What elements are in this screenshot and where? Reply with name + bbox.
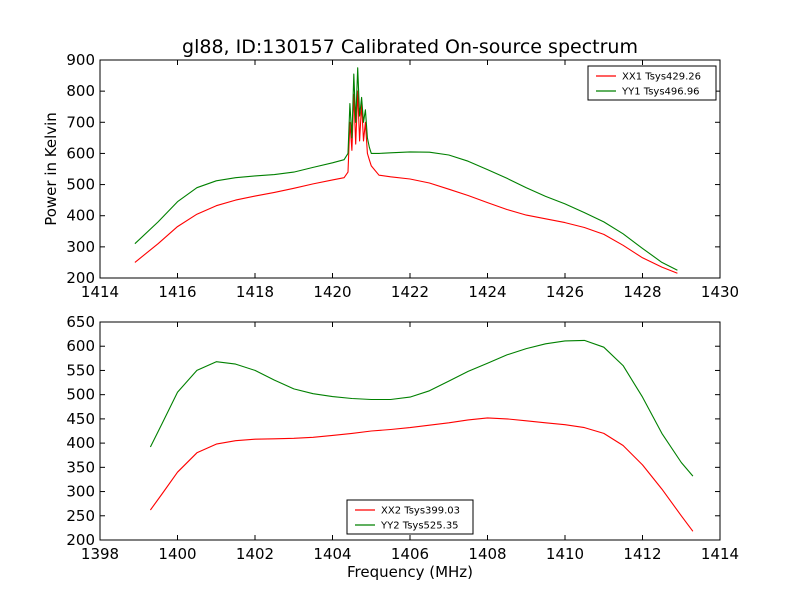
x-tick-label: 1426 (546, 283, 584, 301)
x-axis-label: Frequency (MHz) (347, 563, 473, 581)
y-tick-label: 250 (66, 507, 95, 525)
y-tick-label: 200 (66, 269, 95, 287)
y-tick-label: 550 (66, 361, 95, 379)
legend-label: YY2 Tsys525.35 (380, 521, 459, 532)
y-tick-label: 600 (66, 144, 95, 162)
y-tick-label: 700 (66, 113, 95, 131)
legend-label: XX1 Tsys429.26 (622, 72, 701, 83)
x-tick-label: 1402 (236, 545, 274, 563)
y-axis-label: Power in Kelvin (42, 112, 60, 226)
y-tick-label: 800 (66, 82, 95, 100)
y-tick-label: 650 (66, 313, 95, 331)
legend-label: XX2 Tsys399.03 (381, 506, 460, 517)
y-tick-label: 400 (66, 434, 95, 452)
x-tick-label: 1400 (158, 545, 196, 563)
x-tick-label: 1404 (313, 545, 351, 563)
series-line-1-2 (134, 67, 678, 271)
series-line-2-1 (149, 417, 694, 532)
y-tick-label: 200 (66, 531, 95, 549)
y-tick-label: 500 (66, 176, 95, 194)
legend-label: YY1 Tsys496.96 (621, 87, 700, 98)
x-tick-label: 1408 (468, 545, 506, 563)
legend-box (346, 499, 474, 535)
legend-1: XX1 Tsys429.26 YY1 Tsys496.96 (587, 65, 717, 101)
x-tick-label: 1430 (701, 283, 739, 301)
series-line-2-2 (149, 339, 694, 477)
x-tick-label: 1410 (546, 545, 584, 563)
y-tick-label: 300 (66, 483, 95, 501)
legend-2: XX2 Tsys399.03 YY2 Tsys525.35 (346, 499, 474, 535)
y-tick-label: 300 (66, 238, 95, 256)
x-tick-label: 1428 (623, 283, 661, 301)
figure-title: gl88, ID:130157 Calibrated On-source spe… (182, 36, 638, 58)
x-tick-label: 1414 (701, 545, 739, 563)
plot-panel-2: 1398 1400 1402 1404 1406 1408 1410 1412 1414 200 2… (66, 313, 739, 581)
x-tick-label: 1414 (81, 283, 119, 301)
plot-panel-1: 1414 1416 1418 1420 1422 1424 1426 1428 1430 200 3… (42, 51, 739, 301)
y-tick-label: 600 (66, 337, 95, 355)
series-line-1-1 (134, 90, 678, 274)
y-tick-label: 500 (66, 386, 95, 404)
y-tick-label: 450 (66, 410, 95, 428)
x-tick-label: 1406 (391, 545, 429, 563)
x-tick-label: 1412 (623, 545, 661, 563)
x-tick-label: 1398 (81, 545, 119, 563)
x-tick-label: 1416 (158, 283, 196, 301)
x-tick-label: 1422 (391, 283, 429, 301)
y-tick-label: 350 (66, 458, 95, 476)
x-tick-label: 1418 (236, 283, 274, 301)
legend-box (587, 65, 717, 101)
x-tick-label: 1424 (468, 283, 506, 301)
y-tick-label: 400 (66, 207, 95, 225)
y-tick-label: 900 (66, 51, 95, 69)
x-tick-label: 1420 (313, 283, 351, 301)
